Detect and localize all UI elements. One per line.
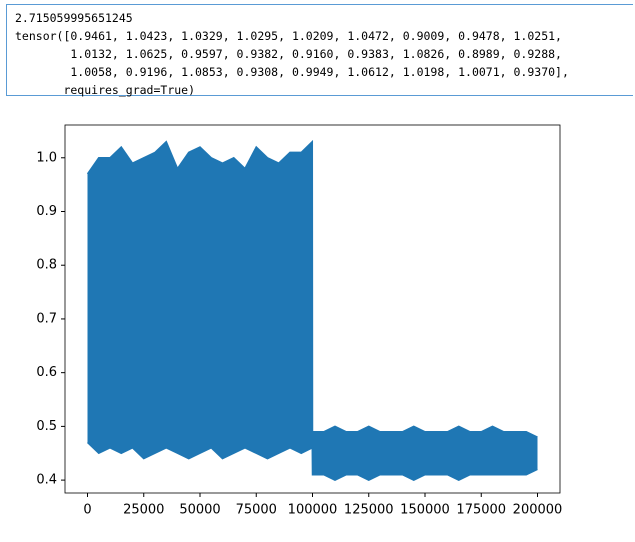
x-tick-label: 200000 xyxy=(513,503,563,518)
line xyxy=(86,441,538,481)
output-line: 1.0132, 1.0625, 0.9597, 0.9382, 0.9160, … xyxy=(15,47,562,61)
x-tick-label: 125000 xyxy=(344,503,394,518)
x-tick-label: 25000 xyxy=(123,503,164,518)
x-tick-label: 50000 xyxy=(179,503,220,518)
x-tick-label: 0 xyxy=(83,503,91,518)
y-tick-label: 0.8 xyxy=(36,258,57,273)
y-tick-label: 0.5 xyxy=(36,419,57,434)
line xyxy=(86,139,538,438)
x-tick-label: 175000 xyxy=(456,503,506,518)
y-tick-label: 1.0 xyxy=(36,150,57,165)
band-fill xyxy=(87,141,538,481)
chart: 0 25000 50000 75000 100000 125000 150000 175000… xyxy=(36,124,563,518)
output-line: requires_grad=True) xyxy=(15,83,196,97)
x-tick-label: 75000 xyxy=(236,503,277,518)
output-line: 2.715059995651245 xyxy=(15,11,133,25)
cell-output: 2.715059995651245 tensor([0.9461, 1.0423,… xyxy=(6,4,633,97)
y-tick-label: 0.9 xyxy=(36,204,57,219)
x-tick-label: 100000 xyxy=(288,503,338,518)
output-line: tensor([0.9461, 1.0423, 1.0329, 1.0295, … xyxy=(15,29,562,43)
y-tick-label: 0.7 xyxy=(36,311,57,326)
y-tick-label: 0.6 xyxy=(36,365,57,380)
x-tick-label: 150000 xyxy=(400,503,450,518)
output-line: 1.0058, 0.9196, 1.0853, 0.9308, 0.9949, … xyxy=(15,65,569,79)
y-tick-label: 0.4 xyxy=(36,473,57,488)
